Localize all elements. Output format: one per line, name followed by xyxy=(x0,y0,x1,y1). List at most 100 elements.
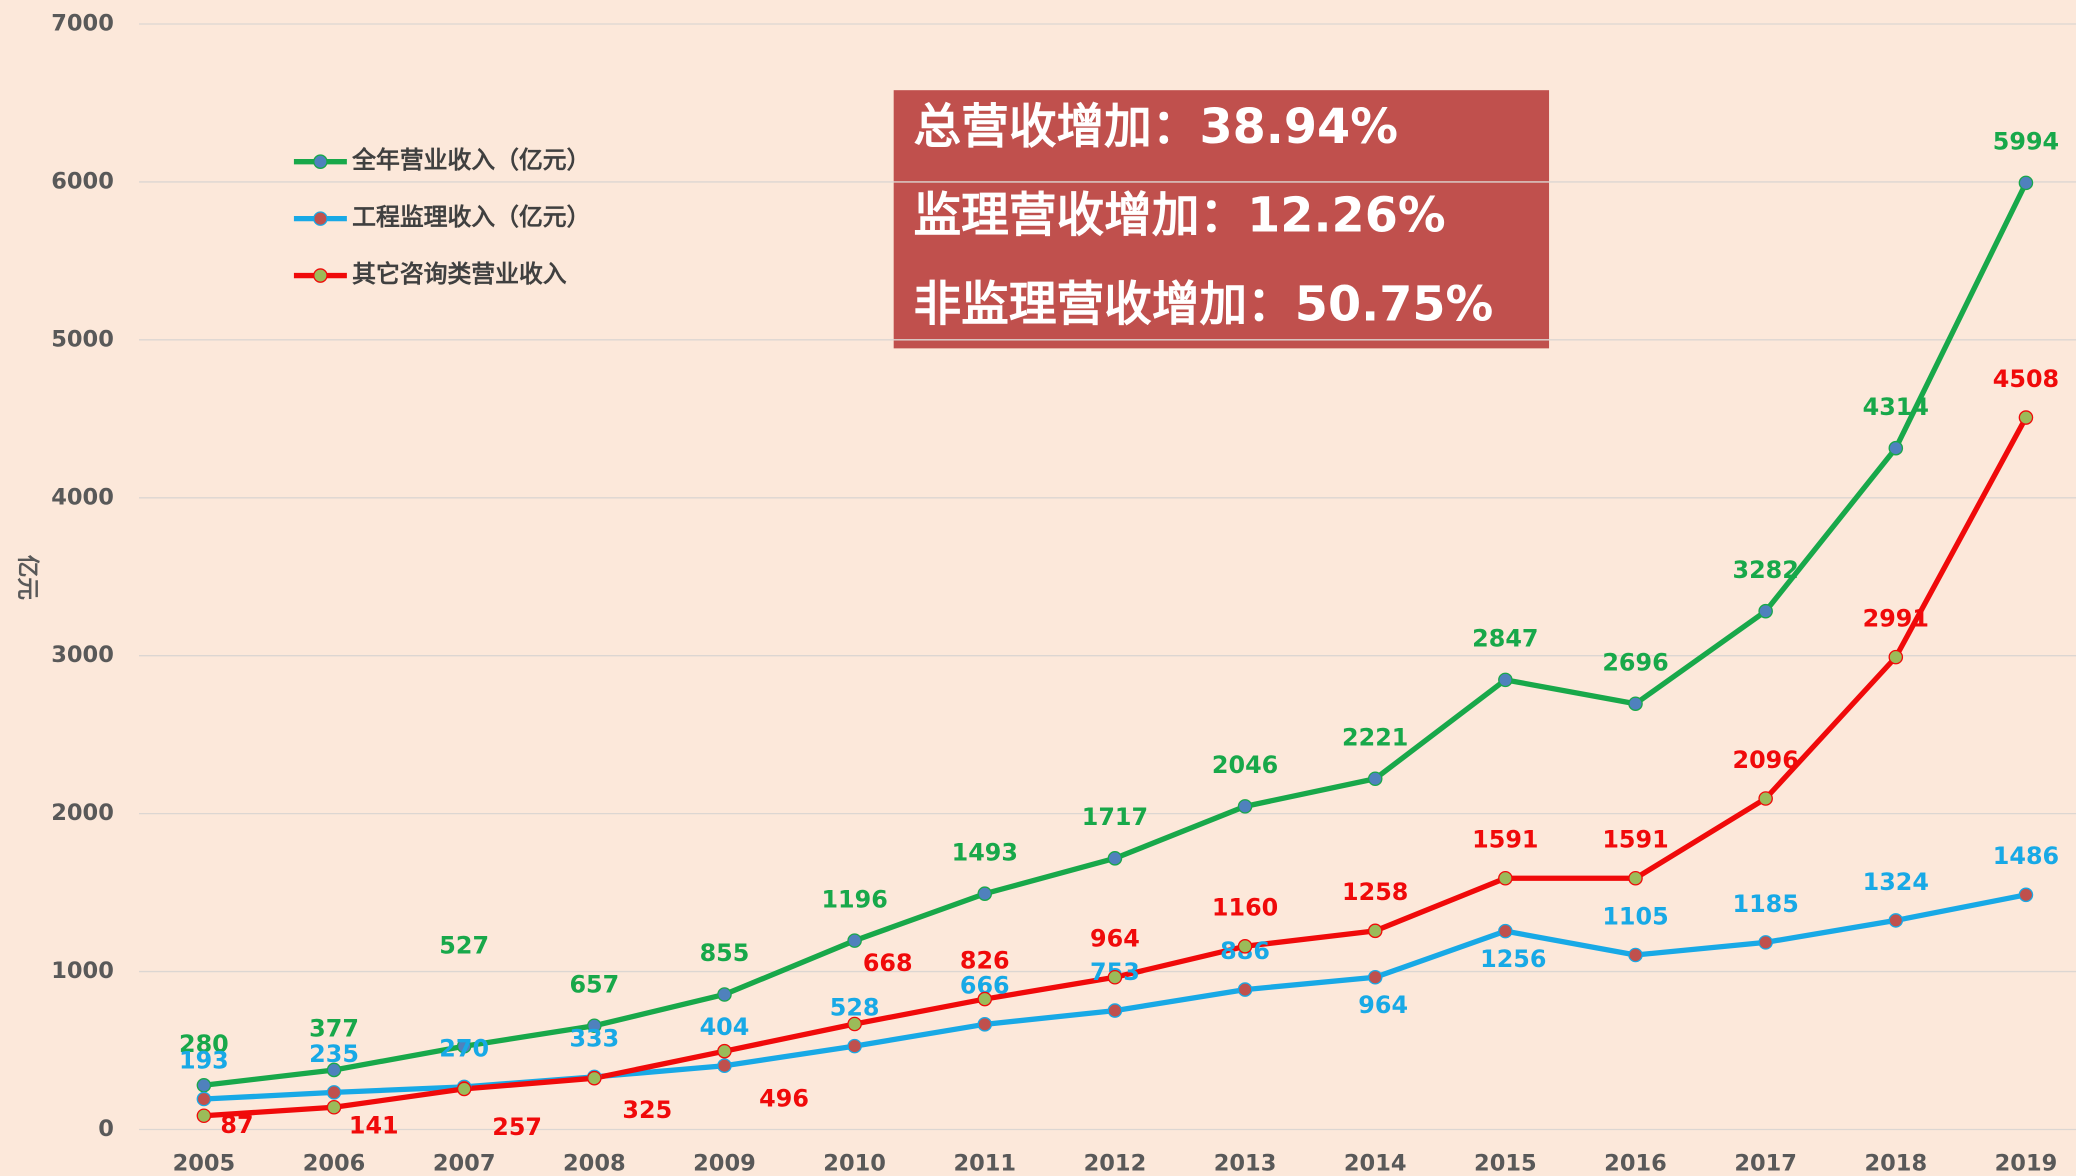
marker xyxy=(977,991,993,1007)
data-label: 1185 xyxy=(1732,890,1798,918)
data-label: 496 xyxy=(759,1085,809,1113)
y-tick-label: 6000 xyxy=(51,168,114,194)
data-label: 3282 xyxy=(1732,556,1798,584)
x-tick-label: 2018 xyxy=(1864,1150,1927,1176)
annotation: 监理营收增加：12.26% xyxy=(914,189,1446,244)
data-label: 235 xyxy=(309,1040,359,1068)
marker xyxy=(717,1043,732,1059)
annotation: 非监理营收增加：50.75% xyxy=(914,277,1494,332)
data-label: 527 xyxy=(439,931,489,959)
data-label: 404 xyxy=(700,1013,750,1041)
data-label: 1105 xyxy=(1602,902,1668,930)
marker xyxy=(1758,935,1773,950)
data-label: 1493 xyxy=(952,838,1018,866)
x-tick-label: 2015 xyxy=(1474,1150,1537,1176)
marker xyxy=(2018,887,2034,903)
y-axis-label: 亿元 xyxy=(14,555,40,600)
y-tick-label: 7000 xyxy=(51,10,114,36)
marker xyxy=(847,1016,862,1032)
marker xyxy=(2018,175,2034,191)
data-label: 4314 xyxy=(1863,393,1929,421)
data-label: 2221 xyxy=(1342,724,1408,752)
data-label: 1717 xyxy=(1082,803,1148,831)
marker xyxy=(1628,947,1643,963)
legend-marker xyxy=(313,268,328,283)
data-label: 1196 xyxy=(821,885,887,913)
marker xyxy=(847,1038,862,1054)
data-label: 87 xyxy=(220,1111,253,1139)
data-label: 826 xyxy=(960,946,1010,974)
x-tick-label: 2011 xyxy=(953,1150,1016,1176)
x-tick-label: 2014 xyxy=(1344,1150,1407,1176)
x-tick-label: 2010 xyxy=(823,1150,886,1176)
marker xyxy=(1367,923,1383,939)
data-label: 141 xyxy=(349,1112,399,1140)
data-label: 2991 xyxy=(1863,605,1929,633)
y-tick-label: 2000 xyxy=(51,800,114,826)
data-label: 1486 xyxy=(1993,842,2059,870)
marker xyxy=(1758,791,1773,806)
legend-label: 工程监理收入（亿元） xyxy=(352,203,590,231)
marker xyxy=(326,1062,342,1078)
marker xyxy=(587,1070,602,1086)
annotation: 总营收增加：38.94% xyxy=(914,100,1398,155)
data-label: 5994 xyxy=(1993,128,2059,156)
marker xyxy=(1107,851,1123,866)
marker xyxy=(1888,440,1904,456)
annotation-box xyxy=(893,90,1550,349)
legend-label: 全年营业收入（亿元） xyxy=(351,146,590,174)
legend-marker xyxy=(313,154,328,169)
data-label: 2696 xyxy=(1602,649,1668,677)
x-tick-label: 2005 xyxy=(173,1150,236,1176)
data-label: 964 xyxy=(1358,991,1408,1019)
marker xyxy=(1758,603,1773,619)
data-label: 377 xyxy=(309,1015,359,1043)
data-label: 333 xyxy=(569,1024,619,1052)
data-label: 280 xyxy=(179,1030,229,1058)
marker xyxy=(2018,410,2034,425)
marker xyxy=(847,933,862,948)
data-label: 668 xyxy=(863,949,913,977)
y-tick-label: 0 xyxy=(98,1116,114,1142)
marker xyxy=(196,1091,212,1107)
marker xyxy=(587,1018,602,1034)
marker xyxy=(456,1038,472,1054)
marker xyxy=(717,1058,732,1073)
marker xyxy=(1498,923,1513,939)
x-tick-label: 2009 xyxy=(693,1150,756,1176)
x-tick-label: 2013 xyxy=(1214,1150,1277,1176)
y-tick-label: 4000 xyxy=(51,484,114,510)
marker xyxy=(1498,672,1513,688)
marker xyxy=(326,1099,342,1115)
data-label: 270 xyxy=(439,1034,489,1062)
marker xyxy=(977,886,993,901)
data-label: 325 xyxy=(622,1096,672,1124)
legend-label: 其它咨询类营业收入 xyxy=(352,260,567,288)
x-tick-label: 2008 xyxy=(563,1150,626,1176)
data-label: 964 xyxy=(1090,925,1140,953)
data-label: 1591 xyxy=(1472,826,1538,854)
marker xyxy=(717,987,732,1002)
data-label: 2847 xyxy=(1472,625,1538,653)
marker xyxy=(326,1085,342,1100)
data-label: 4508 xyxy=(1993,365,2059,393)
marker xyxy=(1107,1003,1123,1018)
marker xyxy=(196,1108,212,1124)
x-tick-label: 2012 xyxy=(1084,1150,1147,1176)
marker xyxy=(1888,913,1904,928)
marker xyxy=(1628,870,1643,886)
marker xyxy=(456,1081,472,1097)
x-tick-label: 2007 xyxy=(433,1150,496,1176)
data-label: 1591 xyxy=(1602,826,1668,854)
data-label: 1256 xyxy=(1480,945,1546,973)
marker xyxy=(1237,982,1253,997)
marker xyxy=(1367,969,1383,985)
data-label: 257 xyxy=(492,1113,542,1141)
legend-marker xyxy=(313,211,328,226)
data-label: 1324 xyxy=(1863,868,1929,896)
data-label: 1258 xyxy=(1342,878,1408,906)
y-tick-label: 3000 xyxy=(51,642,114,668)
x-tick-label: 2016 xyxy=(1604,1150,1667,1176)
data-label: 2046 xyxy=(1212,751,1278,779)
